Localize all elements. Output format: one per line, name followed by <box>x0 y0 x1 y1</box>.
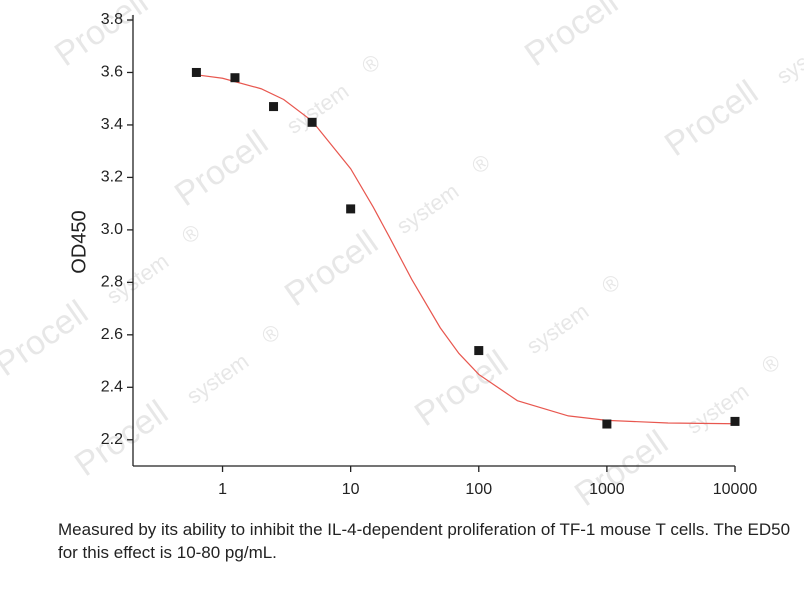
x-tick-label: 100 <box>465 481 492 498</box>
caption: Measured by its ability to inhibit the I… <box>58 520 791 562</box>
data-point <box>191 67 201 77</box>
watermark: ® <box>357 49 385 79</box>
x-tick-label: 1 <box>218 481 227 498</box>
y-tick-label: 3.2 <box>101 169 123 186</box>
watermark: ® <box>177 219 205 249</box>
y-tick-label: 3.6 <box>101 64 123 81</box>
watermark: Procell <box>658 73 765 164</box>
watermark: Procell <box>0 293 95 384</box>
fit-curve <box>196 74 736 425</box>
x-tick-label: 10 <box>342 481 360 498</box>
data-point <box>474 346 484 356</box>
y-tick-label: 3.4 <box>101 116 123 133</box>
data-point <box>307 117 317 127</box>
data-point <box>346 204 356 214</box>
watermark: system <box>282 78 353 138</box>
x-tick-label: 1000 <box>589 481 625 498</box>
y-tick-label: 2.4 <box>101 379 123 396</box>
watermark: ® <box>257 319 285 349</box>
watermark: Procell <box>278 223 385 314</box>
watermark: ® <box>467 149 495 179</box>
x-tick-label: 10000 <box>713 481 758 498</box>
watermark: system <box>182 348 253 408</box>
y-tick-label: 2.6 <box>101 326 123 343</box>
watermark: Procell <box>568 423 675 514</box>
y-tick-label: 3.0 <box>101 221 123 238</box>
y-tick-label: 2.8 <box>101 274 123 291</box>
watermark: system <box>522 298 593 358</box>
data-point <box>269 102 279 112</box>
watermark: system <box>392 178 463 238</box>
watermark: system <box>772 28 804 88</box>
data-point <box>602 419 612 429</box>
y-tick-label: 3.8 <box>101 11 123 28</box>
watermark: Procell <box>518 0 625 74</box>
data-point <box>230 73 240 83</box>
watermark: ® <box>597 269 625 299</box>
data-point <box>730 416 740 426</box>
y-axis-label: OD450 <box>68 210 90 273</box>
watermark: ® <box>757 349 785 379</box>
watermark: system <box>682 378 753 438</box>
watermark: Procell <box>168 123 275 214</box>
chart: OD450 Procellsystem®Procellsystem®Procel… <box>0 0 804 514</box>
y-tick-label: 2.2 <box>101 431 123 448</box>
